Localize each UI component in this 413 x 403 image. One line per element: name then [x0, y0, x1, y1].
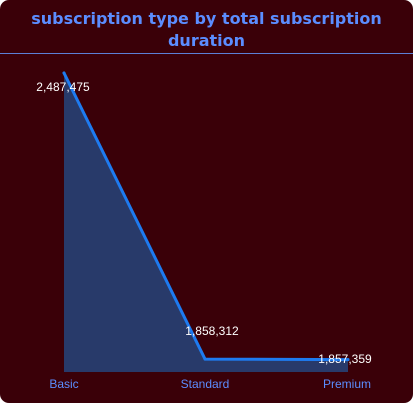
chart-point-basic: [62, 71, 66, 75]
chart-point-standard: [203, 357, 207, 361]
chart-title: subscription type by total subscription …: [31, 9, 382, 50]
chart-area-fill: [64, 73, 348, 372]
chart-data-labels: 2,487,475 1,858,312 1,857,359: [36, 80, 372, 366]
title-divider: [0, 53, 413, 54]
chart-point-premium: [346, 358, 350, 362]
chart-x-axis-labels: Basic Standard Premium: [49, 377, 371, 391]
data-label-premium: 1,857,359: [318, 352, 372, 366]
data-label-basic: 2,487,475: [36, 80, 90, 94]
x-tick-label-standard: Standard: [181, 377, 230, 391]
chart-points: [62, 71, 350, 362]
x-tick-label-premium: Premium: [323, 377, 371, 391]
data-label-standard: 1,858,312: [185, 324, 239, 338]
x-tick-label-basic: Basic: [49, 377, 78, 391]
